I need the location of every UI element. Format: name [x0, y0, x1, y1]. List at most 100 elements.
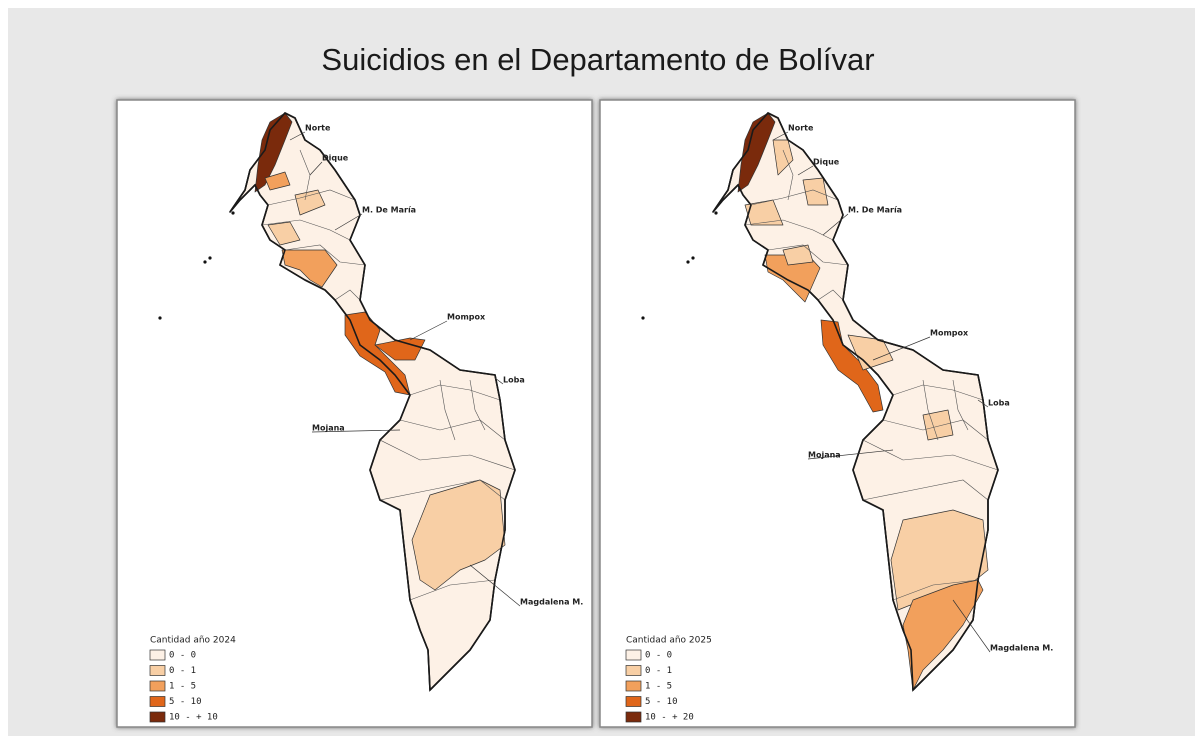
municipality [374, 337, 426, 361]
leader-line [309, 161, 323, 176]
region-label: Magdalena M. [520, 598, 583, 607]
boundary-line [284, 244, 366, 266]
page-title: Suicidios en el Departamento de Bolívar [321, 42, 874, 77]
leader-line [872, 336, 931, 361]
boundary-line [379, 439, 516, 471]
legend-title: Cantidad año 2025 [626, 636, 712, 646]
boundary-line [922, 379, 939, 441]
region-label: Norte [305, 124, 331, 133]
boundary-line [782, 149, 794, 201]
region-label: Norte [788, 124, 814, 133]
legend-title: Cantidad año 2024 [150, 636, 236, 646]
municipality [782, 244, 814, 266]
region-label: Loba [988, 399, 1010, 408]
island [208, 256, 212, 260]
legend-label: 5 - 10 [645, 697, 678, 707]
municipality [281, 249, 338, 288]
municipality [744, 199, 784, 226]
municipality [411, 479, 506, 591]
island [691, 256, 695, 260]
legend-swatch [625, 665, 642, 676]
legend-swatch [149, 680, 166, 692]
municipality [254, 112, 293, 193]
region-label: Loba [503, 376, 525, 385]
legend-label: 0 - 1 [645, 666, 672, 676]
legend-swatch [625, 711, 642, 723]
municipality [802, 177, 829, 206]
boundary-line [409, 384, 501, 401]
municipality [820, 319, 884, 413]
boundary-line [409, 579, 496, 601]
island [641, 316, 645, 320]
boundary-line [882, 419, 989, 441]
legend-swatch [625, 680, 642, 692]
legend-swatch [149, 649, 166, 661]
leader-line [977, 399, 989, 408]
municipality [902, 579, 984, 691]
legend-swatch [149, 711, 166, 723]
boundary-line [399, 419, 506, 441]
legend-label: 1 - 5 [645, 682, 672, 692]
region-label: Dique [322, 154, 349, 163]
region-label: Mompox [930, 329, 969, 338]
boundary-line [469, 379, 486, 431]
legend-label: 0 - 1 [169, 666, 196, 676]
leader-line [494, 377, 504, 385]
map-panel [599, 99, 1076, 728]
boundary-line [862, 439, 999, 471]
boundary-line [817, 289, 844, 301]
legend-label: 0 - 0 [169, 651, 196, 661]
island [203, 260, 207, 264]
municipality [737, 112, 776, 193]
region-label: Mojana [808, 451, 841, 460]
region-label: M. De María [362, 206, 416, 215]
island [231, 211, 235, 215]
leader-line [469, 564, 521, 607]
leader-line [797, 165, 814, 176]
map: Norte Dique M. De María Mompox Loba Mojana Mag… [641, 112, 1053, 692]
municipality [772, 139, 794, 176]
municipality [294, 189, 326, 216]
leader-line [807, 449, 894, 460]
region-label: Mojana [312, 424, 345, 433]
legend-label: 10 - + 10 [169, 713, 218, 723]
municipality [267, 221, 301, 246]
boundary-line [892, 579, 979, 601]
region-label: Magdalena M. [990, 644, 1053, 653]
legend-label: 0 - 0 [645, 651, 672, 661]
department-outline [229, 112, 516, 692]
legend-label: 1 - 5 [169, 682, 196, 692]
region-label: Mompox [447, 313, 486, 322]
island [714, 211, 718, 215]
leader-line [772, 131, 789, 141]
leader-line [289, 131, 306, 141]
island [158, 316, 162, 320]
municipality [922, 409, 954, 441]
legend-swatch [149, 665, 166, 676]
leader-line [822, 213, 849, 236]
boundary-line [334, 289, 361, 301]
department-outline [712, 112, 999, 692]
legend-swatch [149, 696, 166, 707]
legend-label: 5 - 10 [169, 697, 202, 707]
boundary-line [862, 479, 989, 501]
boundary-line [750, 189, 839, 206]
leader-line [334, 213, 363, 231]
legend-swatch [625, 696, 642, 707]
legend-swatch [625, 649, 642, 661]
boundary-line [261, 219, 351, 241]
leader-line [952, 599, 991, 653]
leader-line [409, 320, 448, 341]
map: Norte Dique M. De María Mompox Loba Mojana Mag… [158, 112, 583, 692]
map-panel [116, 99, 593, 728]
municipality [847, 334, 894, 371]
boundary-line [952, 379, 969, 431]
region-label: M. De María [848, 206, 902, 215]
boundary-line [267, 189, 356, 206]
boundary-line [439, 379, 456, 441]
boundary-line [892, 384, 984, 401]
municipality [264, 171, 291, 191]
island [686, 260, 690, 264]
boundary-line [379, 479, 506, 501]
